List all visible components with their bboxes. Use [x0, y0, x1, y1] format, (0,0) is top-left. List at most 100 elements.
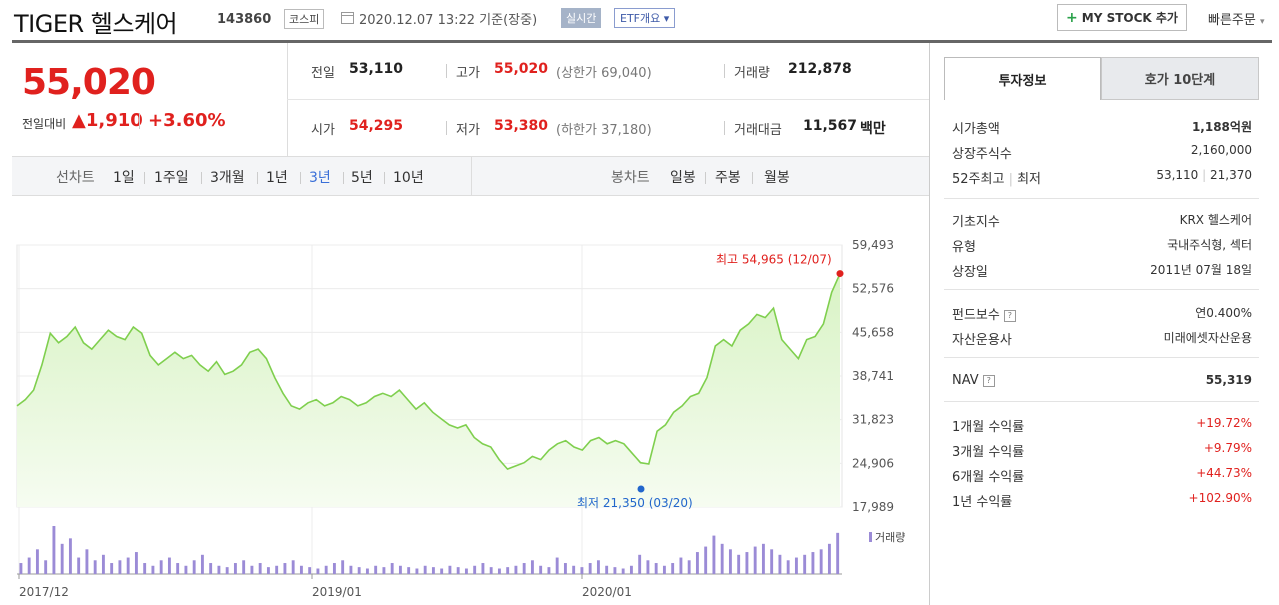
price-chart[interactable]: 59,493 52,576 45,658 38,741 31,823 24,906 17,9… — [12, 196, 930, 605]
tab-order-book[interactable]: 호가 10단계 — [1101, 57, 1259, 100]
divider — [944, 289, 1259, 290]
change-percent: +3.60% — [148, 110, 226, 131]
info-market-cap: 시가총액 1,188억원 — [952, 118, 1252, 137]
volume-bar — [712, 535, 716, 574]
volume-bar — [440, 568, 444, 574]
quote-row-divider — [287, 99, 929, 100]
market-badge: 코스피 — [284, 9, 325, 29]
tab-3y[interactable]: 3년 — [309, 170, 331, 186]
info-value-2: 21,370 — [1210, 168, 1252, 182]
info-value: KRX 헬스케어 — [1179, 213, 1252, 227]
info-label: 3개월 수익률 — [952, 445, 1025, 460]
amount-label: 거래대금 — [734, 123, 782, 138]
tab-10y[interactable]: 10년 — [393, 170, 424, 186]
volume-bar — [803, 554, 807, 574]
info-label: 1개월 수익률 — [952, 420, 1025, 435]
volume-bar — [407, 567, 411, 574]
info-value: 연0.400% — [1195, 306, 1252, 320]
info-value: 2,160,000 — [1190, 143, 1252, 157]
tab-5y[interactable]: 5년 — [351, 170, 373, 186]
divider — [343, 172, 344, 184]
volume-bar — [605, 565, 609, 574]
volume-bar — [671, 563, 675, 574]
volume-bar — [473, 565, 477, 574]
volume-bar — [448, 565, 452, 574]
tab-monthly[interactable]: 월봉 — [764, 170, 790, 186]
volume-bar — [704, 546, 708, 574]
volume-bar — [209, 563, 213, 574]
volume-value: 212,878 — [788, 61, 852, 77]
candle-chart-label: 봉차트 — [611, 170, 650, 186]
volume-bar — [423, 565, 427, 574]
info-label: 52주최고 — [952, 172, 1005, 187]
up-triangle-icon: ▲ — [72, 110, 86, 131]
volume-bar — [778, 554, 782, 574]
volume-bar — [275, 565, 279, 574]
divider — [446, 121, 447, 135]
volume-bar — [77, 557, 81, 574]
y-tick-label: 17,989 — [852, 500, 894, 514]
volume-bar — [308, 567, 312, 574]
volume-bar — [68, 538, 72, 574]
add-my-stock-label: MY STOCK 추가 — [1081, 11, 1178, 25]
info-return-1m: 1개월 수익률 +19.72% — [952, 416, 1252, 435]
tab-1y[interactable]: 1년 — [266, 170, 288, 186]
volume-bar — [118, 560, 122, 574]
y-tick-label: 45,658 — [852, 325, 894, 339]
quick-order-dropdown[interactable]: 빠른주문 ▾ — [1208, 9, 1265, 28]
tab-daily[interactable]: 일봉 — [670, 170, 696, 186]
volume-bar — [794, 557, 798, 574]
info-label-2: 최저 — [1017, 172, 1042, 187]
volume-bar — [192, 560, 196, 574]
volume-bar — [580, 567, 584, 574]
volume-bar — [720, 543, 724, 574]
etf-overview-dropdown[interactable]: ETF개요 ▾ — [614, 8, 676, 28]
volume-bar — [225, 567, 229, 574]
help-icon[interactable]: ? — [982, 374, 995, 387]
chevron-down-icon: ▾ — [1259, 17, 1265, 27]
divider — [144, 172, 145, 184]
volume-bar — [324, 565, 328, 574]
volume-bar — [374, 565, 378, 574]
change-label: 전일대비 — [22, 117, 67, 131]
volume-bar — [588, 563, 592, 574]
tab-invest-info[interactable]: 투자정보 — [944, 57, 1101, 100]
volume-bar — [250, 565, 254, 574]
volume-bar — [728, 549, 732, 574]
volume-bar — [52, 526, 56, 574]
volume-bar — [572, 565, 576, 574]
tab-weekly[interactable]: 주봉 — [715, 170, 741, 186]
volume-bar — [679, 557, 683, 574]
tab-1w[interactable]: 1주일 — [154, 170, 189, 186]
tab-1d[interactable]: 1일 — [113, 170, 135, 186]
volume-bar — [27, 557, 31, 574]
volume-bar — [44, 560, 48, 574]
high-label: 고가 — [456, 66, 480, 81]
volume-bar — [299, 565, 303, 574]
help-icon[interactable]: ? — [1003, 309, 1016, 322]
tab-3m[interactable]: 3개월 — [210, 170, 245, 186]
high-marker — [836, 270, 844, 278]
info-value: +44.73% — [1196, 466, 1252, 480]
volume-bar — [176, 563, 180, 574]
y-tick-label: 24,906 — [852, 456, 894, 470]
info-manager: 자산운용사 미래에셋자산운용 — [952, 329, 1252, 348]
info-nav: NAV? 55,319 — [952, 373, 1252, 388]
volume-bar — [745, 552, 749, 574]
volume-bar — [514, 565, 518, 574]
price-line — [16, 273, 841, 471]
volume-bar — [341, 560, 345, 574]
current-price: 55,020 — [22, 62, 156, 103]
realtime-badge[interactable]: 실시간 — [561, 8, 602, 28]
volume-bar — [530, 560, 534, 574]
volume-bar — [19, 563, 23, 574]
prev-close-value: 53,110 — [349, 61, 404, 77]
volume-bar — [266, 567, 270, 574]
price-area — [17, 273, 840, 507]
volume-bar — [143, 563, 147, 574]
info-base-index: 기초지수 KRX 헬스케어 — [952, 211, 1252, 230]
volume-bar — [522, 563, 526, 574]
high-value: 55,020 — [494, 61, 549, 77]
info-value: 국내주식형, 섹터 — [1167, 238, 1252, 252]
add-my-stock-button[interactable]: + MY STOCK 추가 — [1057, 4, 1187, 31]
